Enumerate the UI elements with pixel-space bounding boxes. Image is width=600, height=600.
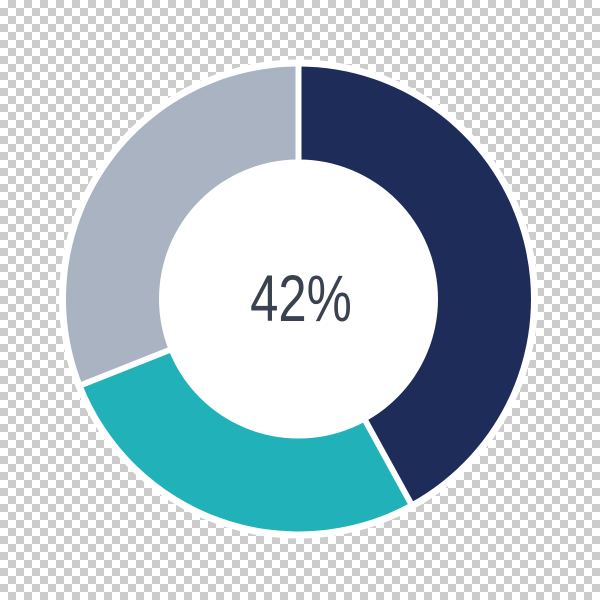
segment-separator-1: [359, 413, 417, 510]
donut-segment-teal: [82, 349, 411, 532]
donut-segment-navy: [298, 66, 531, 503]
center-percentage-label: 42%: [250, 261, 352, 335]
donut-hole: [159, 159, 438, 439]
segment-separator-2: [75, 344, 177, 390]
